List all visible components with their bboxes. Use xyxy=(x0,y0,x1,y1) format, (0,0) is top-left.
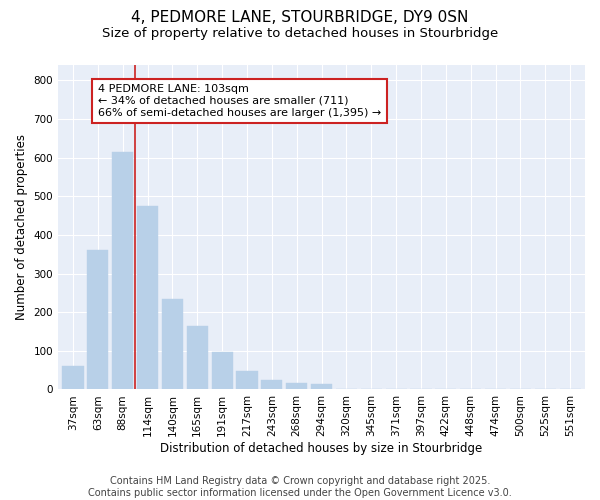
Bar xyxy=(162,298,183,390)
Bar xyxy=(62,366,83,390)
Bar xyxy=(361,388,382,390)
Bar xyxy=(435,388,457,390)
Bar xyxy=(212,352,233,390)
Bar xyxy=(261,380,283,390)
Text: 4, PEDMORE LANE, STOURBRIDGE, DY9 0SN: 4, PEDMORE LANE, STOURBRIDGE, DY9 0SN xyxy=(131,10,469,25)
Bar xyxy=(386,388,407,390)
Bar xyxy=(410,388,431,390)
Text: Size of property relative to detached houses in Stourbridge: Size of property relative to detached ho… xyxy=(102,28,498,40)
Bar xyxy=(311,384,332,390)
Bar xyxy=(137,206,158,390)
Bar xyxy=(286,383,307,390)
X-axis label: Distribution of detached houses by size in Stourbridge: Distribution of detached houses by size … xyxy=(160,442,482,455)
Bar xyxy=(336,388,357,390)
Text: Contains HM Land Registry data © Crown copyright and database right 2025.
Contai: Contains HM Land Registry data © Crown c… xyxy=(88,476,512,498)
Bar xyxy=(87,250,109,390)
Y-axis label: Number of detached properties: Number of detached properties xyxy=(15,134,28,320)
Text: 4 PEDMORE LANE: 103sqm
← 34% of detached houses are smaller (711)
66% of semi-de: 4 PEDMORE LANE: 103sqm ← 34% of detached… xyxy=(98,84,381,117)
Bar xyxy=(187,326,208,390)
Bar xyxy=(112,152,133,390)
Bar xyxy=(236,372,257,390)
